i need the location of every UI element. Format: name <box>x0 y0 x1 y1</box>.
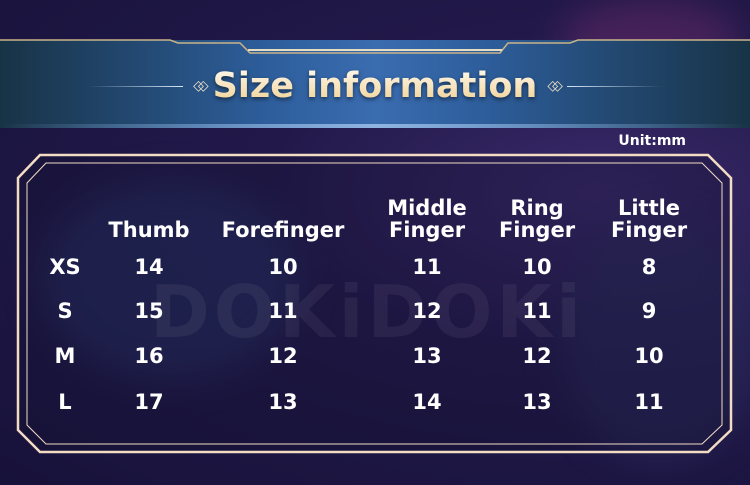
page-title: Size information <box>212 66 538 106</box>
table-cell: 13 <box>522 390 552 414</box>
table-cell: 12 <box>522 344 552 368</box>
watermark-logo: DOKiDOKi <box>150 270 585 354</box>
table-cell: 10 <box>522 255 552 279</box>
unit-label: Unit:mm <box>618 133 686 149</box>
row-size-label: M <box>54 344 76 368</box>
table-cell: 14 <box>134 255 164 279</box>
title-line-left <box>88 85 184 87</box>
title-row: ◇◇ Size information ◇◇ <box>0 62 750 110</box>
table-cell: 8 <box>641 255 657 279</box>
table-cell: 12 <box>412 299 442 323</box>
background-blob <box>40 180 300 380</box>
table-cell: 13 <box>412 344 442 368</box>
title-line-right <box>566 85 662 87</box>
table-cell: 11 <box>412 255 442 279</box>
column-header: Forefinger <box>221 218 345 242</box>
column-header: Thumb <box>108 218 190 242</box>
row-size-label: S <box>57 299 73 323</box>
table-cell: 16 <box>134 344 164 368</box>
column-header: Finger <box>610 218 688 242</box>
table-cell: 12 <box>268 344 298 368</box>
table-cell: 14 <box>412 390 442 414</box>
table-cell: 13 <box>268 390 298 414</box>
table-cell: 10 <box>268 255 298 279</box>
table-cell: 17 <box>134 390 164 414</box>
banner-glow <box>0 124 750 128</box>
row-size-label: L <box>58 390 72 414</box>
table-cell: 15 <box>134 299 164 323</box>
table-cell: 11 <box>634 390 664 414</box>
banner-notch-ornament <box>0 39 750 54</box>
column-header-line1: Ring <box>510 196 564 220</box>
column-header-line1: Middle <box>387 196 467 220</box>
title-banner <box>0 40 750 128</box>
table-cell: 9 <box>641 299 657 323</box>
row-size-label: XS <box>49 255 81 279</box>
column-header: Finger <box>498 218 576 242</box>
table-cell: 10 <box>634 344 664 368</box>
column-header: Finger <box>388 218 466 242</box>
table-cell: 11 <box>268 299 298 323</box>
table-cell: 11 <box>522 299 552 323</box>
background-blob <box>560 220 750 460</box>
column-header-line1: Little <box>617 196 681 220</box>
